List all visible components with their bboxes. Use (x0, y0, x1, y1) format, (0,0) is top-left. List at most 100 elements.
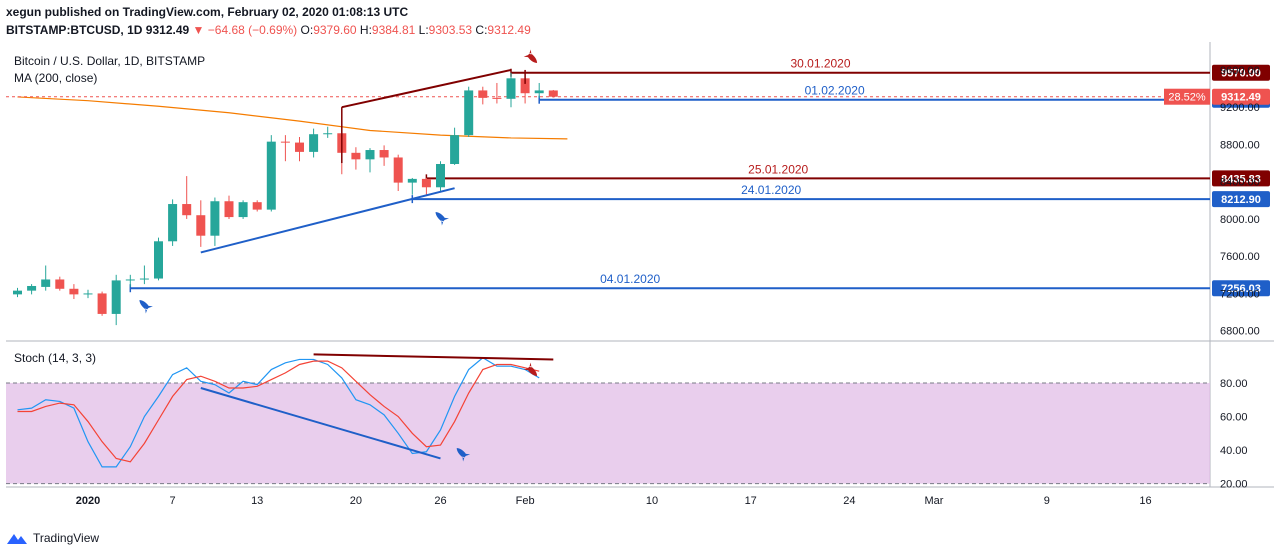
price-trendline (341, 68, 512, 109)
rocket-up-icon (435, 212, 449, 226)
level-price-tag (1212, 191, 1270, 208)
time-tick-label: Mar (925, 495, 944, 507)
time-tick-label: 24 (843, 495, 855, 507)
price-tick-label: 7600.00 (1220, 251, 1260, 263)
last-price-text: 9312.49 (1221, 92, 1261, 104)
last-pct-text: 28.52% (1168, 92, 1206, 104)
chart-title: Bitcoin / U.S. Dollar, 1D, BITSTAMP (14, 54, 206, 68)
level-price-text: 8435.83 (1221, 173, 1261, 185)
last-price-text: 9312.49 (145, 23, 190, 37)
change-arrow-icon: ▼ (192, 23, 205, 37)
candle-body (421, 178, 431, 188)
time-tick-label: 17 (745, 495, 757, 507)
price-tick-label: 8000.00 (1220, 214, 1260, 226)
open-label: O: (300, 23, 314, 37)
candle-body (83, 293, 93, 295)
price-tick-label: 8400.00 (1220, 177, 1260, 189)
candle-body (210, 201, 220, 236)
price-tick-label: 6800.00 (1220, 326, 1260, 338)
publish-line: xegun published on TradingView.com, Febr… (6, 5, 408, 19)
candle-body (252, 202, 262, 210)
close-label: C: (475, 23, 488, 37)
high-label: H: (359, 23, 372, 37)
level-price-text: 7256.03 (1221, 283, 1261, 295)
level-price-text: 9570.00 (1221, 68, 1261, 80)
level-price-tag (1212, 64, 1270, 81)
price-trendline (200, 187, 455, 254)
ma-legend: MA (200, close) (14, 71, 98, 85)
candle-body (55, 279, 65, 289)
candle-body (379, 150, 389, 158)
stoch-k-line (17, 357, 540, 468)
rocket-up-icon (456, 448, 471, 462)
candle-body (280, 141, 290, 143)
low-label: L: (418, 23, 429, 37)
stoch-tick-label: 20.00 (1220, 479, 1248, 491)
time-tick-label: 16 (1139, 495, 1151, 507)
level-date-label: 01.02.2020 (805, 84, 865, 98)
high-value: 9384.81 (371, 23, 416, 37)
open-value: 9379.60 (313, 23, 357, 37)
candle-body (436, 163, 445, 188)
price-tick-label: 7200.00 (1220, 288, 1260, 300)
candle-body (224, 201, 234, 218)
rocket-down-icon (523, 49, 538, 63)
publisher-text: xegun published on TradingView.com, Febr… (6, 5, 409, 19)
brand-text: TradingView (33, 531, 100, 545)
price-tick-label: 9200.00 (1220, 102, 1260, 114)
candle-body (266, 141, 276, 210)
candle-body (393, 157, 403, 183)
candle-body (407, 178, 417, 183)
candle-body (492, 97, 502, 99)
low-value: 9303.53 (428, 23, 473, 37)
level-price-tag (1212, 280, 1270, 297)
candle-body (450, 135, 460, 164)
candle-body (534, 90, 544, 94)
candle-body (238, 202, 248, 218)
close-value: 9312.49 (487, 23, 531, 37)
price-tick-label: 8800.00 (1220, 139, 1260, 151)
symbol-text: BITSTAMP:BTCUSD, 1D (6, 23, 143, 37)
stoch-tick-label: 80.00 (1220, 378, 1248, 390)
candle-body (506, 78, 516, 99)
price-tick-label: 9600.00 (1220, 65, 1260, 77)
candle-body (309, 134, 319, 152)
candle-body (520, 78, 530, 94)
rocket-up-icon (139, 300, 153, 314)
time-tick-label: Feb (516, 495, 535, 507)
stoch-legend: Stoch (14, 3, 3) (14, 351, 97, 365)
candle-body (323, 133, 333, 135)
stoch-trendline (313, 353, 554, 361)
candle-body (351, 152, 361, 160)
stoch-band (6, 382, 1210, 484)
time-tick-label: 26 (434, 495, 446, 507)
candle-body (154, 241, 163, 279)
candle-body (464, 90, 474, 136)
time-tick-label: 13 (251, 495, 263, 507)
time-tick-label: 2020 (76, 495, 100, 507)
candle-body (548, 90, 558, 97)
level-date-label: 04.01.2020 (600, 272, 660, 286)
candle-body (139, 278, 149, 280)
tradingview-brand[interactable]: TradingView (6, 531, 99, 545)
stoch-tick-label: 40.00 (1220, 445, 1248, 457)
stoch-tick-label: 60.00 (1220, 412, 1248, 424)
candle-body (478, 90, 488, 98)
ohlc-line: BITSTAMP:BTCUSD, 1D 9312.49 ▼ −64.68 (−0… (6, 23, 531, 37)
candle-body (97, 293, 107, 314)
stoch-trendline (200, 387, 441, 460)
stoch-d-line (17, 360, 540, 463)
time-tick-label: 10 (646, 495, 658, 507)
rocket-down-icon (523, 362, 538, 376)
level-price-text: 8212.90 (1221, 194, 1261, 206)
level-price-tag (1212, 170, 1270, 187)
level-date-label: 25.01.2020 (748, 162, 808, 176)
tradingview-logo-icon (7, 534, 27, 544)
candle-body (69, 288, 79, 295)
candle-body (41, 279, 51, 287)
candle-body (27, 285, 37, 291)
candle-body (182, 204, 192, 216)
change-text: −64.68 (−0.69%) (207, 23, 298, 37)
candle-body (125, 279, 135, 281)
